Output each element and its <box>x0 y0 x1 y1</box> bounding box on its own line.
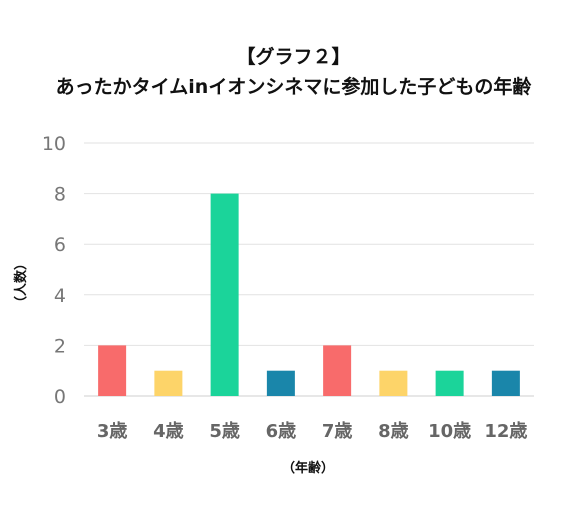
y-tick-labels: 0 2 4 6 8 10 <box>42 133 66 408</box>
x-tick-labels: 3歳 4歳 5歳 6歳 7歳 8歳 10歳 12歳 <box>97 421 528 442</box>
y-tick-label: 2 <box>54 335 66 357</box>
chart-title-line2: あったかタイムinイオンシネマに参加した子どもの年齢 <box>55 76 532 98</box>
y-tick-label: 6 <box>54 234 66 256</box>
x-tick-label: 12歳 <box>484 421 527 442</box>
y-tick-label: 0 <box>54 386 66 408</box>
bar <box>154 370 183 396</box>
x-tick-label: 6歳 <box>266 421 297 442</box>
bars <box>98 193 520 396</box>
x-tick-label: 8歳 <box>378 421 409 442</box>
bar <box>435 370 464 396</box>
y-tick-label: 8 <box>54 184 66 206</box>
y-tick-label: 10 <box>42 133 66 155</box>
y-axis-label: （人数） <box>13 257 29 309</box>
chart-title-line1: 【グラフ２】 <box>236 46 351 68</box>
x-axis-label: （年齢） <box>282 460 334 476</box>
x-tick-label: 5歳 <box>209 421 240 442</box>
bar <box>491 370 520 396</box>
bar <box>98 345 127 396</box>
x-tick-label: 4歳 <box>153 421 184 442</box>
x-tick-label: 7歳 <box>322 421 353 442</box>
x-tick-label: 10歳 <box>428 421 471 442</box>
bar <box>266 370 295 396</box>
bar <box>323 345 352 396</box>
bar <box>210 193 239 396</box>
gridlines <box>84 142 534 397</box>
y-tick-label: 4 <box>54 285 66 307</box>
bar <box>379 370 408 396</box>
x-tick-label: 3歳 <box>97 421 128 442</box>
